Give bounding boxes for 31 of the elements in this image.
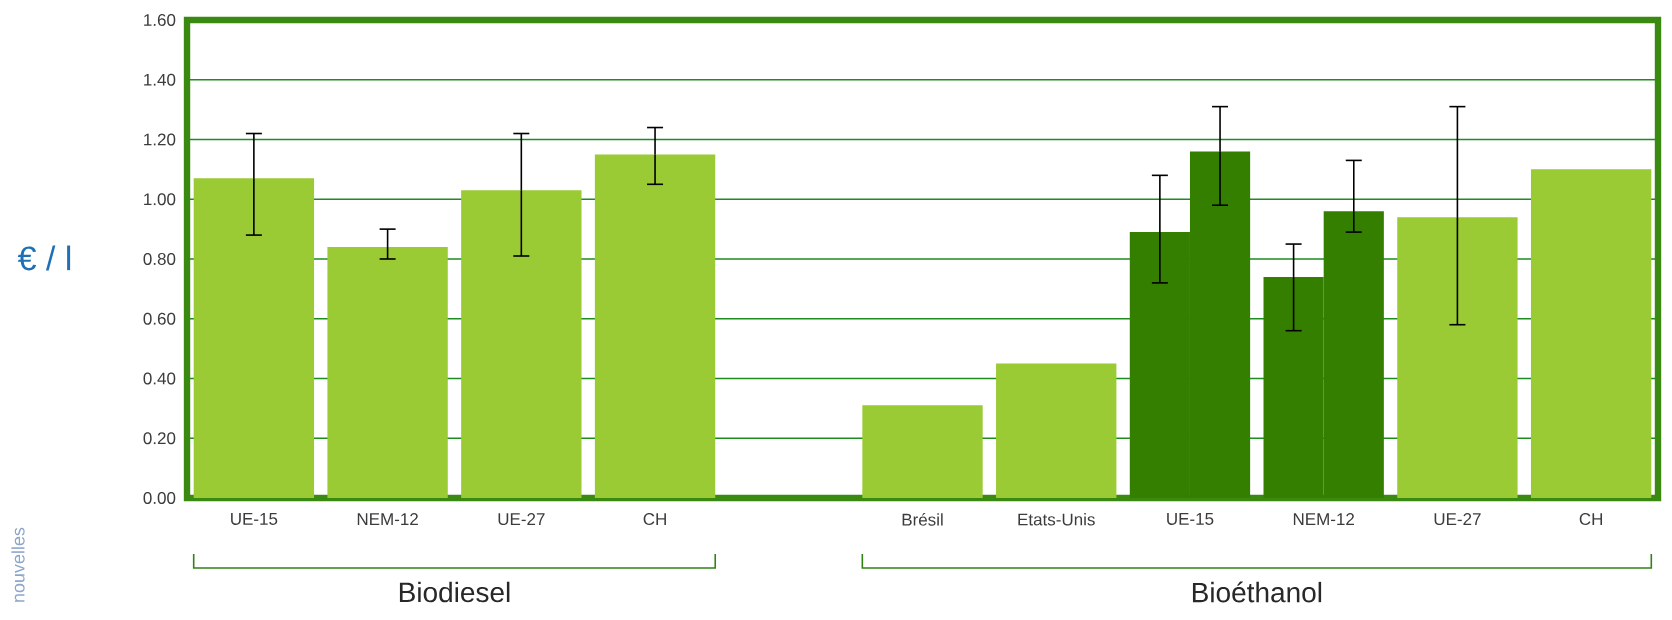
x-tick-label: NEM-12: [1293, 513, 1354, 525]
y-tick-label: 1.60: [144, 13, 176, 26]
bar: [461, 190, 582, 498]
x-tick-label: UE-27: [498, 513, 545, 526]
bar: [327, 247, 448, 498]
x-tick-label: CH: [1579, 513, 1603, 526]
bar: [996, 363, 1117, 498]
x-tick-label: UE-27: [1434, 513, 1481, 526]
x-tick-label: UE-15: [1167, 513, 1214, 525]
x-tick-label: NEM-12: [357, 513, 418, 525]
y-tick-label: 0.00: [143, 491, 176, 504]
y-tick-label: 0.80: [143, 252, 176, 265]
x-tick-label: Etats-Unis: [1018, 513, 1095, 526]
y-tick-label: 0.40: [143, 372, 176, 385]
x-tick-label: UE-15: [231, 513, 278, 525]
y-tick-label: 0.20: [143, 432, 176, 445]
bar: [193, 178, 315, 498]
y-axis-title: € / l: [17, 245, 71, 271]
y-tick-label: 1.20: [144, 133, 176, 146]
bar: [594, 154, 716, 498]
bar: [1397, 217, 1518, 498]
y-tick-label: 1.00: [144, 193, 176, 206]
text: nouvelles: [11, 527, 25, 602]
x-tick-label: CH: [643, 513, 666, 526]
y-tick-label: 1.40: [144, 73, 176, 86]
text: Biodiesel: [399, 581, 510, 603]
text: Bioéthanol: [1192, 581, 1322, 603]
y-tick-label: 0.60: [143, 312, 176, 325]
x-tick-label: Brésil: [902, 513, 943, 526]
bar: [862, 405, 983, 498]
bar: [1530, 169, 1652, 498]
